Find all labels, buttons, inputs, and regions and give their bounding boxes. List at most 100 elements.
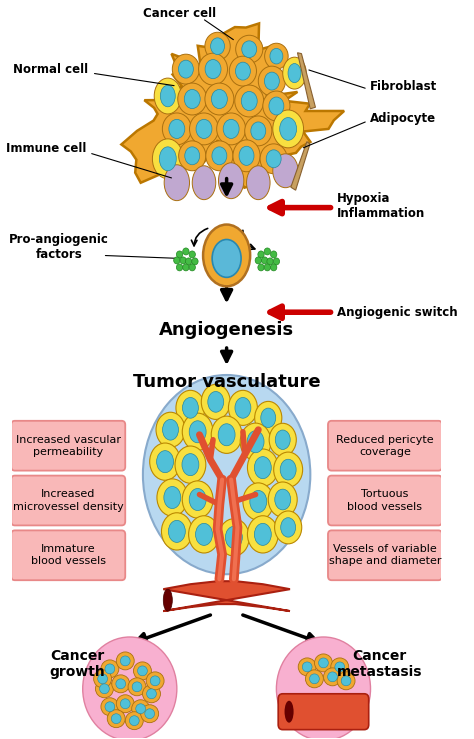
Ellipse shape [243, 483, 273, 520]
Circle shape [264, 248, 271, 255]
Ellipse shape [143, 375, 310, 574]
Ellipse shape [275, 430, 290, 449]
Ellipse shape [288, 64, 301, 83]
Ellipse shape [247, 516, 278, 553]
Text: Increased
microvessel density: Increased microvessel density [13, 489, 124, 511]
Ellipse shape [203, 225, 250, 286]
Ellipse shape [245, 116, 272, 146]
Ellipse shape [264, 72, 279, 90]
Ellipse shape [246, 166, 270, 200]
Ellipse shape [211, 416, 242, 454]
Ellipse shape [199, 53, 228, 85]
Ellipse shape [264, 43, 288, 69]
Ellipse shape [247, 449, 278, 486]
Ellipse shape [185, 147, 200, 165]
Ellipse shape [189, 516, 219, 553]
Circle shape [267, 258, 273, 265]
Ellipse shape [192, 166, 216, 200]
Circle shape [258, 264, 264, 271]
Circle shape [182, 264, 189, 271]
Ellipse shape [128, 678, 146, 696]
Text: Fibroblast: Fibroblast [370, 80, 437, 92]
Ellipse shape [141, 705, 159, 723]
Ellipse shape [163, 420, 179, 440]
Circle shape [173, 257, 180, 264]
Ellipse shape [328, 672, 337, 682]
Circle shape [182, 248, 189, 255]
Ellipse shape [179, 141, 206, 171]
Ellipse shape [157, 479, 188, 516]
Ellipse shape [273, 452, 302, 487]
Ellipse shape [153, 139, 183, 179]
Polygon shape [298, 52, 315, 109]
Circle shape [83, 637, 177, 739]
Ellipse shape [273, 154, 298, 188]
Ellipse shape [160, 85, 175, 107]
Ellipse shape [236, 62, 250, 80]
Ellipse shape [168, 520, 185, 542]
Ellipse shape [273, 110, 303, 148]
Polygon shape [163, 581, 290, 611]
FancyBboxPatch shape [11, 420, 125, 471]
Ellipse shape [247, 431, 264, 453]
Text: Angiogenesis: Angiogenesis [159, 321, 294, 339]
Ellipse shape [107, 709, 125, 728]
Ellipse shape [132, 700, 150, 718]
Text: Reduced pericyte
coverage: Reduced pericyte coverage [336, 435, 434, 457]
Ellipse shape [280, 118, 297, 140]
Text: Increased vascular
permeability: Increased vascular permeability [16, 435, 121, 457]
Circle shape [176, 264, 182, 271]
Ellipse shape [302, 662, 312, 672]
Ellipse shape [335, 662, 345, 672]
Ellipse shape [100, 684, 109, 694]
Ellipse shape [163, 113, 191, 145]
Ellipse shape [331, 658, 349, 676]
Ellipse shape [324, 668, 341, 686]
Ellipse shape [266, 150, 281, 168]
Circle shape [185, 258, 192, 265]
Ellipse shape [169, 119, 185, 138]
Ellipse shape [226, 526, 242, 548]
Ellipse shape [190, 113, 219, 145]
Ellipse shape [150, 443, 181, 480]
Ellipse shape [150, 676, 160, 686]
Ellipse shape [134, 662, 151, 680]
Ellipse shape [116, 652, 134, 670]
FancyBboxPatch shape [11, 476, 125, 525]
Text: Immature
blood vessels: Immature blood vessels [31, 544, 106, 567]
Ellipse shape [132, 682, 142, 692]
Text: Cancer
metastasis: Cancer metastasis [337, 649, 422, 679]
Text: Cancer
growth: Cancer growth [49, 649, 105, 679]
Ellipse shape [146, 689, 156, 698]
Ellipse shape [281, 518, 296, 537]
Circle shape [271, 264, 277, 271]
Ellipse shape [182, 481, 213, 518]
Ellipse shape [162, 513, 192, 550]
Text: Tortuous
blood vessels: Tortuous blood vessels [347, 489, 422, 511]
Ellipse shape [164, 165, 190, 200]
Ellipse shape [263, 91, 290, 121]
Ellipse shape [163, 589, 173, 611]
FancyBboxPatch shape [328, 531, 442, 580]
Ellipse shape [98, 674, 108, 684]
Ellipse shape [260, 144, 287, 174]
Polygon shape [121, 24, 344, 188]
Ellipse shape [211, 89, 228, 109]
Text: Pro-angiogenic
factors: Pro-angiogenic factors [9, 234, 109, 262]
Ellipse shape [178, 83, 207, 115]
Ellipse shape [219, 519, 249, 556]
FancyBboxPatch shape [328, 476, 442, 525]
Ellipse shape [136, 704, 146, 714]
Ellipse shape [210, 38, 225, 55]
Circle shape [189, 264, 195, 271]
Ellipse shape [156, 412, 185, 447]
Circle shape [258, 251, 264, 258]
Ellipse shape [205, 83, 234, 115]
Ellipse shape [189, 420, 206, 443]
Ellipse shape [341, 676, 351, 686]
Ellipse shape [233, 140, 260, 171]
Ellipse shape [154, 78, 182, 114]
Circle shape [192, 258, 198, 265]
Ellipse shape [235, 85, 264, 117]
Ellipse shape [196, 523, 212, 545]
